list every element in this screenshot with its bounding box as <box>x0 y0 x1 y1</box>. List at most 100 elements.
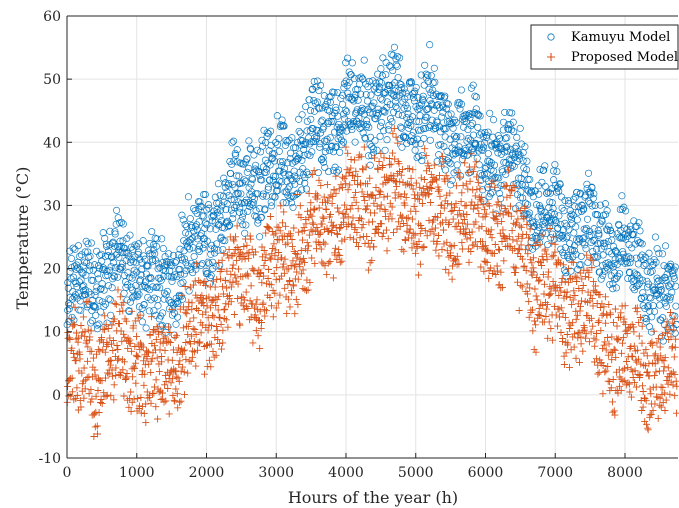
kamuyu-point <box>481 139 489 147</box>
proposed-point <box>383 226 390 234</box>
proposed-point <box>276 275 284 283</box>
proposed-point <box>543 255 551 263</box>
kamuyu-point <box>303 127 311 135</box>
proposed-point <box>352 198 360 206</box>
proposed-point <box>668 319 676 327</box>
kamuyu-point <box>146 239 154 247</box>
proposed-point <box>526 225 534 233</box>
kamuyu-point <box>324 168 333 176</box>
proposed-point <box>494 267 501 275</box>
proposed-point <box>651 372 658 380</box>
kamuyu-point <box>65 305 73 313</box>
proposed-point <box>150 389 158 397</box>
kamuyu-point <box>160 272 168 280</box>
kamuyu-point <box>609 280 617 288</box>
proposed-point <box>405 228 413 236</box>
kamuyu-point <box>626 226 634 234</box>
kamuyu-point <box>278 178 286 186</box>
proposed-point <box>337 181 345 189</box>
proposed-point <box>445 219 453 227</box>
proposed-point <box>214 336 222 344</box>
proposed-point <box>648 341 656 349</box>
kamuyu-point <box>449 124 457 132</box>
kamuyu-point <box>293 156 301 164</box>
proposed-point <box>667 378 675 386</box>
proposed-point <box>236 321 244 329</box>
kamuyu-point <box>319 154 327 162</box>
kamuyu-point <box>573 216 581 224</box>
x-tick-label: 7000 <box>537 465 573 481</box>
kamuyu-point <box>82 237 90 245</box>
kamuyu-point <box>214 246 222 254</box>
proposed-point <box>287 230 295 238</box>
kamuyu-point <box>258 176 266 184</box>
proposed-point <box>531 242 539 249</box>
kamuyu-point <box>502 143 510 152</box>
proposed-point <box>270 240 278 248</box>
proposed-point <box>291 310 299 318</box>
kamuyu-point <box>309 125 317 133</box>
proposed-point <box>190 314 198 322</box>
proposed-point <box>310 167 318 175</box>
proposed-point <box>599 344 607 352</box>
kamuyu-point <box>396 80 404 88</box>
kamuyu-point <box>453 133 461 141</box>
kamuyu-point <box>204 258 212 266</box>
kamuyu-point <box>306 107 315 115</box>
kamuyu-point <box>310 77 318 86</box>
proposed-point <box>606 311 614 319</box>
kamuyu-point <box>227 196 235 204</box>
kamuyu-point <box>237 217 245 225</box>
proposed-point <box>165 410 173 418</box>
proposed-point <box>642 346 650 354</box>
kamuyu-point <box>179 278 187 286</box>
proposed-point <box>443 238 451 246</box>
kamuyu-point <box>336 148 344 156</box>
kamuyu-point <box>220 198 228 206</box>
proposed-point <box>604 363 612 370</box>
kamuyu-point <box>586 188 594 196</box>
proposed-point <box>656 343 664 351</box>
proposed-point <box>196 338 204 346</box>
proposed-point <box>440 226 447 234</box>
proposed-point <box>423 232 431 240</box>
proposed-point <box>170 346 177 354</box>
proposed-point <box>483 259 491 267</box>
proposed-point <box>554 322 561 330</box>
kamuyu-point <box>562 269 570 277</box>
kamuyu-point <box>412 103 420 111</box>
proposed-point <box>131 343 139 350</box>
kamuyu-point <box>423 106 431 114</box>
proposed-point <box>84 343 92 351</box>
proposed-point <box>124 334 132 342</box>
kamuyu-point <box>207 250 215 258</box>
proposed-point <box>176 398 183 406</box>
proposed-point <box>647 340 654 348</box>
proposed-point <box>215 292 223 300</box>
kamuyu-point <box>234 189 242 197</box>
kamuyu-point <box>87 319 95 327</box>
proposed-point <box>338 257 346 265</box>
kamuyu-point <box>255 204 263 213</box>
proposed-point <box>76 397 84 405</box>
kamuyu-point <box>599 271 607 279</box>
proposed-point <box>280 260 288 268</box>
kamuyu-point <box>225 180 233 188</box>
kamuyu-point <box>591 201 599 210</box>
kamuyu-point <box>479 143 487 151</box>
proposed-point <box>225 246 233 254</box>
proposed-point <box>222 316 230 324</box>
proposed-point <box>559 261 567 269</box>
kamuyu-point <box>88 317 96 325</box>
proposed-point <box>107 357 115 365</box>
kamuyu-point <box>339 91 347 99</box>
proposed-point <box>308 212 316 220</box>
proposed-point <box>475 210 483 218</box>
proposed-point <box>638 322 646 330</box>
proposed-point <box>639 388 647 395</box>
kamuyu-point <box>612 274 620 283</box>
proposed-point <box>271 289 279 297</box>
kamuyu-point <box>286 182 294 190</box>
proposed-point <box>114 346 122 353</box>
kamuyu-point <box>306 152 314 160</box>
